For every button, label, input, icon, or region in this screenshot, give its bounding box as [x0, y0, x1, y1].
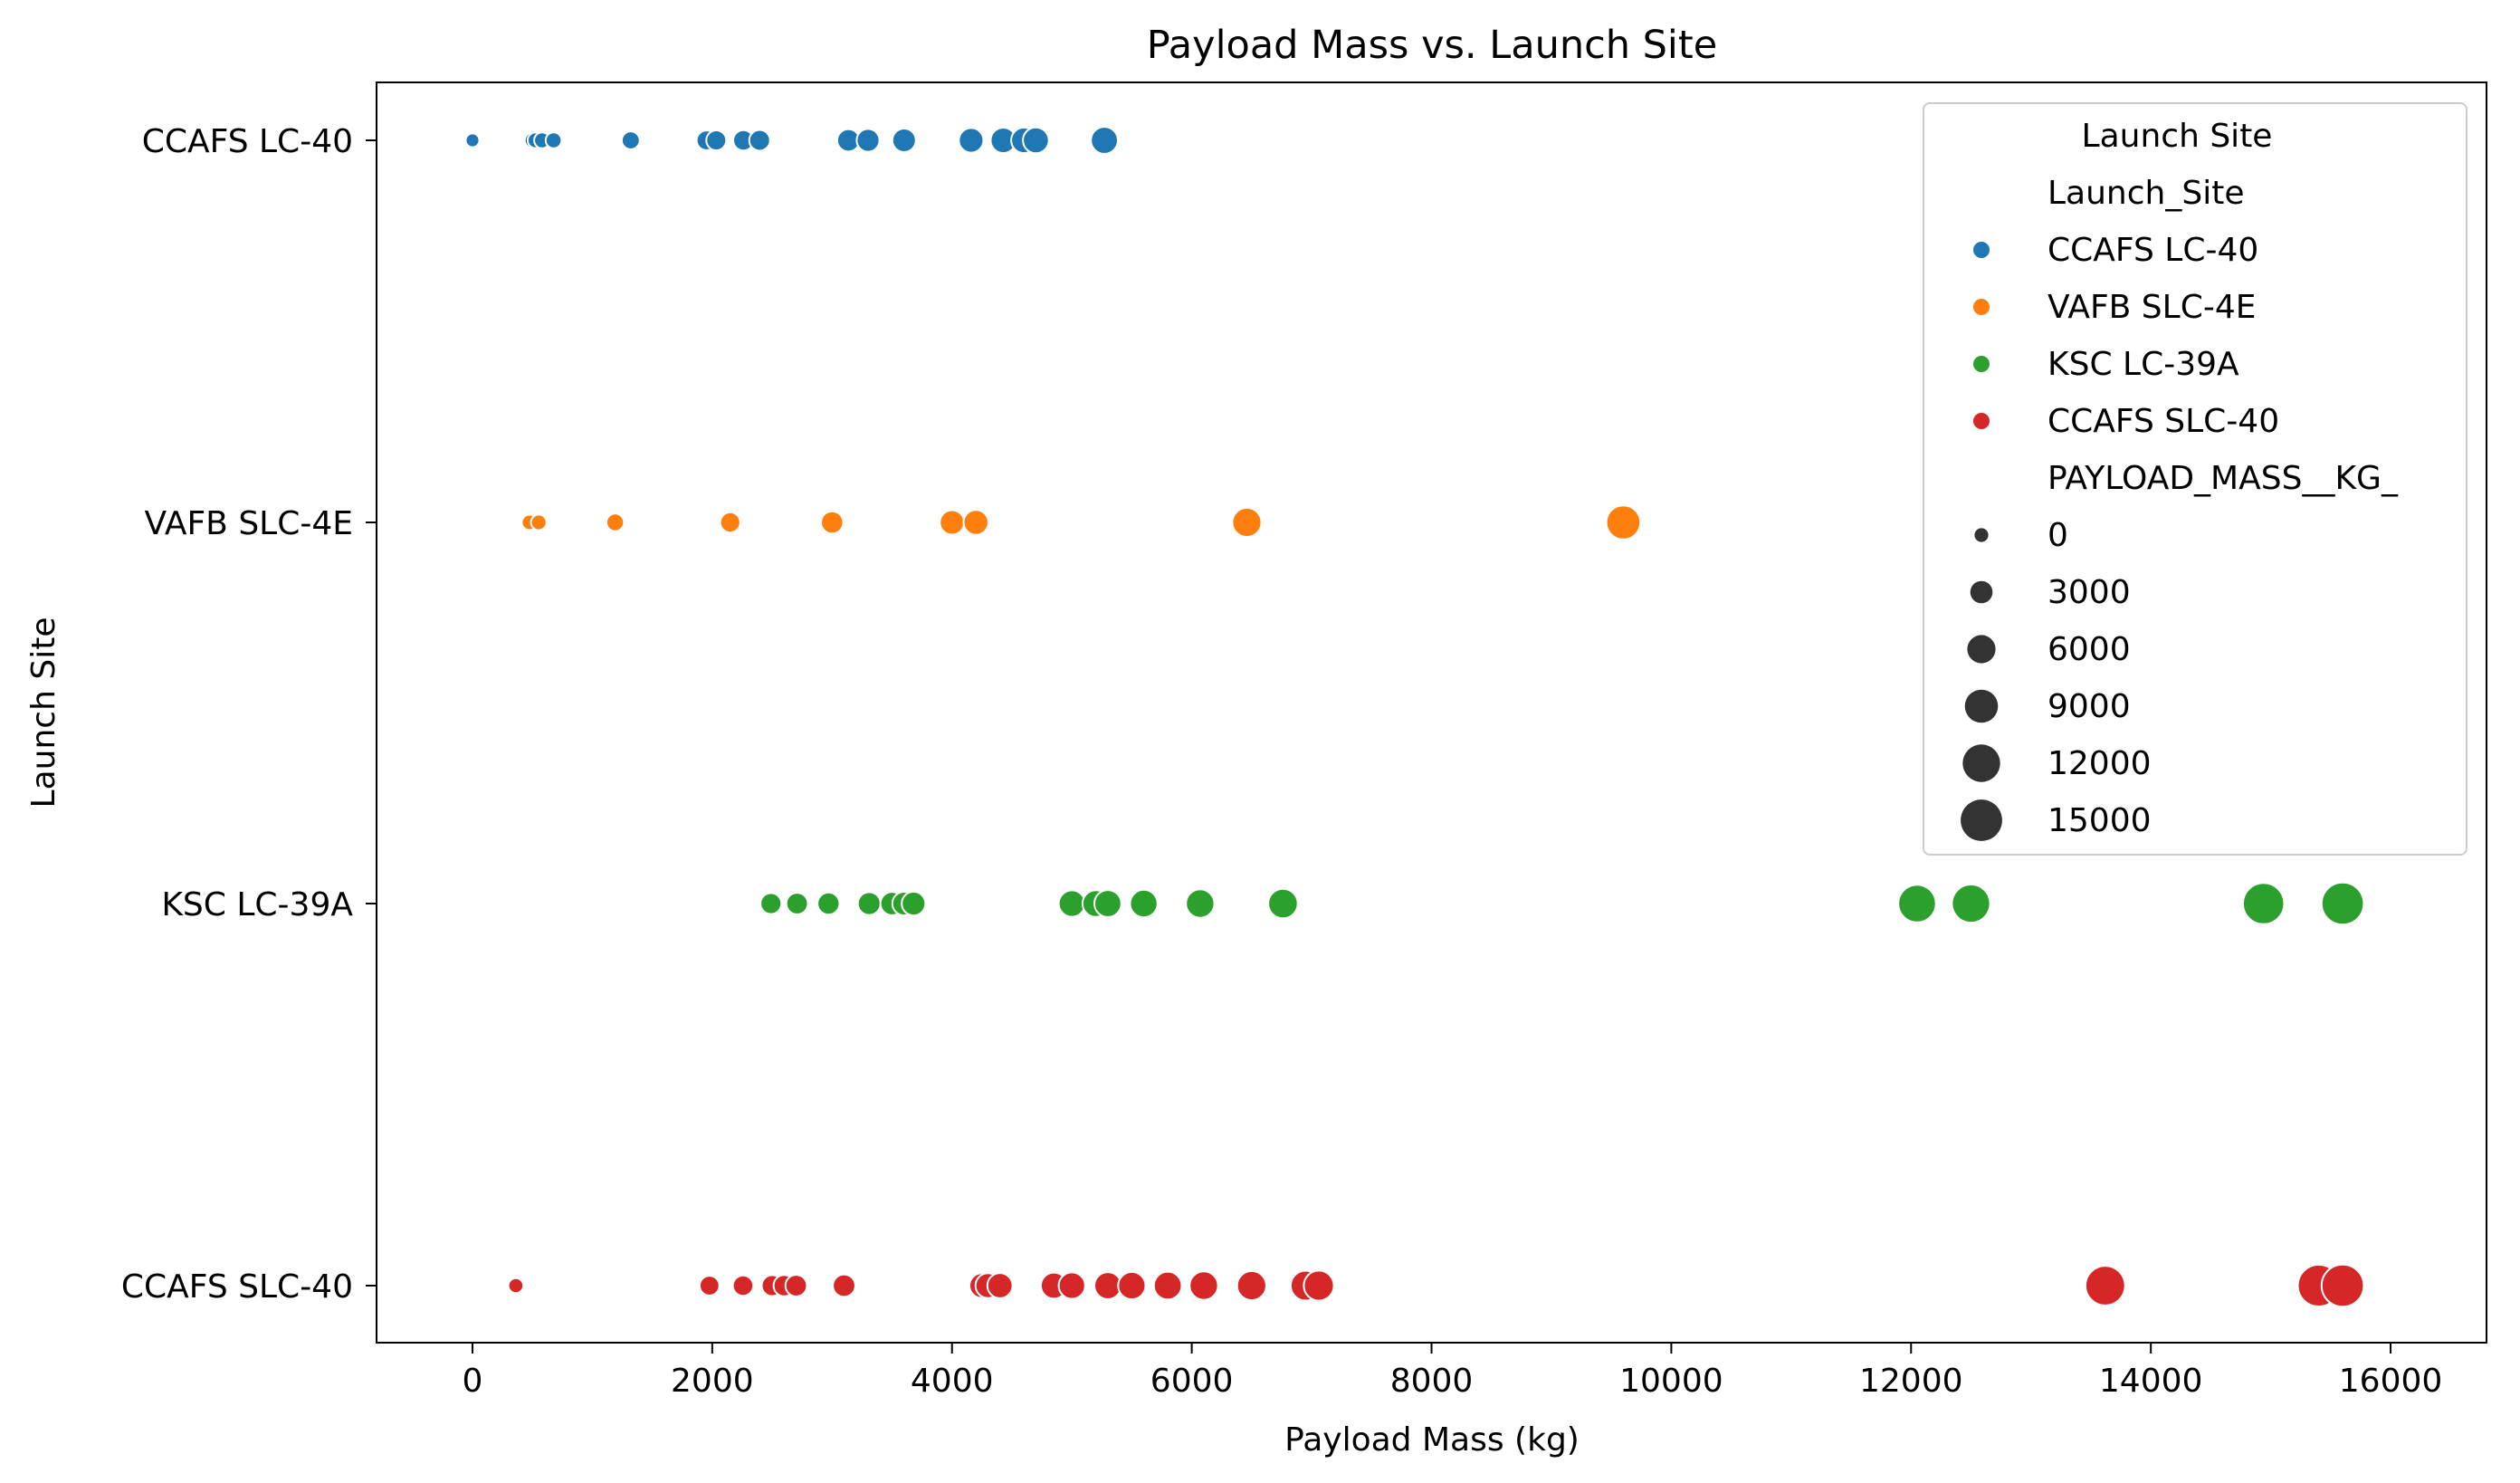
legend-size-label: 3000	[2048, 574, 2131, 611]
data-point-ccafs-slc-40	[986, 1272, 1014, 1299]
data-point-vafb-slc-4e	[820, 510, 845, 535]
y-tick-label: KSC LC-39A	[161, 886, 353, 923]
data-point-ccafs-slc-40	[507, 1277, 525, 1295]
data-point-ccafs-slc-40	[1152, 1270, 1183, 1301]
data-point-vafb-slc-4e	[1231, 506, 1263, 539]
x-tick-label: 14000	[2099, 1363, 2203, 1400]
y-tick-label: CCAFS LC-40	[142, 123, 353, 160]
data-point-ccafs-slc-40	[1303, 1269, 1335, 1302]
legend-size-label: 12000	[2048, 745, 2152, 782]
data-point-ksc-lc-39a	[759, 892, 783, 915]
data-point-ksc-lc-39a	[1897, 884, 1937, 923]
legend-label-ccafs-slc-40: CCAFS SLC-40	[2048, 403, 2279, 440]
data-point-ccafs-lc-40	[544, 131, 563, 149]
data-points	[464, 126, 2365, 1308]
x-tick-label: 4000	[911, 1363, 994, 1400]
legend-size-entries: 0 3000 6000 9000 12000 15000	[1961, 517, 2152, 841]
x-tick-label: 0	[463, 1363, 483, 1400]
data-point-ksc-lc-39a	[856, 891, 882, 916]
data-point-ksc-lc-39a	[2241, 882, 2286, 925]
data-point-ccafs-lc-40	[855, 128, 881, 153]
x-tick-label: 16000	[2339, 1363, 2443, 1400]
legend-size-label: 6000	[2048, 631, 2131, 668]
legend-size-label: 15000	[2048, 802, 2152, 839]
data-point-vafb-slc-4e	[1605, 504, 1642, 541]
x-tick-label: 12000	[1859, 1363, 1963, 1400]
data-point-ccafs-slc-40	[2320, 1263, 2365, 1308]
legend-marker-ccafs-slc-40	[1973, 413, 1990, 429]
y-axis-ticks: CCAFS LC-40 VAFB SLC-4E KSC LC-39A CCAFS SL…	[121, 123, 377, 1306]
data-point-ccafs-lc-40	[748, 129, 771, 152]
legend: Launch Site Launch_Site CCAFS LC-40 VAFB…	[1923, 102, 2468, 856]
data-point-ccafs-slc-40	[784, 1274, 808, 1297]
data-point-ccafs-slc-40	[1117, 1270, 1147, 1301]
x-tick-label: 8000	[1390, 1363, 1474, 1400]
data-point-ccafs-slc-40	[2084, 1265, 2126, 1306]
legend-entry-ksc-lc-39a: KSC LC-39A	[1973, 346, 2239, 383]
legend-label-ksc-lc-39a: KSC LC-39A	[2048, 346, 2239, 383]
data-point-ksc-lc-39a	[1093, 889, 1122, 918]
data-point-vafb-slc-4e	[719, 511, 741, 534]
legend-size-marker	[1974, 528, 1989, 542]
legend-label-vafb-slc-4e: VAFB SLC-4E	[2048, 289, 2256, 326]
data-point-vafb-slc-4e	[530, 513, 548, 531]
x-tick-label: 2000	[671, 1363, 754, 1400]
data-point-vafb-slc-4e	[939, 509, 966, 536]
data-point-ccafs-slc-40	[1057, 1271, 1086, 1300]
x-tick-label: 10000	[1619, 1363, 1723, 1400]
legend-size-marker	[1961, 799, 2002, 841]
legend-marker-ksc-lc-39a	[1973, 356, 1990, 372]
data-point-ccafs-lc-40	[1022, 126, 1050, 155]
data-point-ksc-lc-39a	[816, 891, 841, 916]
y-axis-title: Launch Site	[25, 617, 62, 808]
legend-label-ccafs-lc-40: CCAFS LC-40	[2048, 232, 2258, 269]
x-axis-title: Payload Mass (kg)	[1284, 1421, 1580, 1459]
legend-entry-ccafs-slc-40: CCAFS SLC-40	[1973, 403, 2279, 440]
legend-hue-title: Launch_Site	[2048, 175, 2244, 212]
legend-size-title: PAYLOAD_MASS__KG_	[2048, 460, 2399, 497]
legend-size-marker	[1964, 689, 1999, 723]
data-point-vafb-slc-4e	[962, 509, 989, 536]
data-point-ccafs-slc-40	[1236, 1269, 1267, 1302]
data-point-ccafs-lc-40	[464, 132, 481, 148]
data-point-ksc-lc-39a	[901, 890, 927, 917]
legend-size-marker	[1962, 744, 2000, 782]
legend-size-label: 0	[2048, 517, 2068, 554]
data-point-ccafs-slc-40	[698, 1275, 721, 1296]
data-point-ccafs-lc-40	[705, 129, 728, 151]
y-tick-label: CCAFS SLC-40	[121, 1268, 353, 1306]
data-point-ksc-lc-39a	[1267, 887, 1299, 920]
data-point-ksc-lc-39a	[1057, 889, 1086, 918]
x-axis-ticks: 0 2000 4000 6000 8000 10000 12000 14000 16000	[463, 1343, 2443, 1400]
data-point-ccafs-slc-40	[1188, 1270, 1219, 1301]
x-tick-label: 6000	[1150, 1363, 1234, 1400]
data-point-ksc-lc-39a	[2320, 881, 2365, 926]
legend-title: Launch Site	[2082, 118, 2273, 155]
legend-size-marker	[1970, 580, 1993, 604]
data-point-ksc-lc-39a	[1951, 883, 1991, 924]
y-tick-label: VAFB SLC-4E	[145, 505, 353, 542]
data-point-ccafs-slc-40	[832, 1273, 856, 1298]
legend-size-label: 9000	[2048, 688, 2131, 725]
chart-title: Payload Mass vs. Launch Site	[1147, 23, 1717, 68]
data-point-ksc-lc-39a	[785, 892, 809, 915]
data-point-ksc-lc-39a	[1185, 888, 1216, 919]
data-point-vafb-slc-4e	[605, 512, 625, 532]
data-point-ccafs-lc-40	[1090, 126, 1119, 155]
legend-entry-vafb-slc-4e: VAFB SLC-4E	[1973, 289, 2256, 326]
legend-frame	[1923, 102, 2468, 856]
data-point-ccafs-lc-40	[891, 128, 917, 153]
data-point-ccafs-lc-40	[958, 127, 985, 154]
legend-size-marker	[1967, 635, 1996, 664]
data-point-ccafs-lc-40	[620, 130, 641, 150]
data-point-ksc-lc-39a	[1129, 888, 1159, 919]
legend-marker-ccafs-lc-40	[1973, 242, 1990, 258]
legend-entry-ccafs-lc-40: CCAFS LC-40	[1973, 232, 2258, 269]
legend-marker-vafb-slc-4e	[1973, 299, 1990, 315]
data-point-ccafs-slc-40	[731, 1274, 755, 1297]
